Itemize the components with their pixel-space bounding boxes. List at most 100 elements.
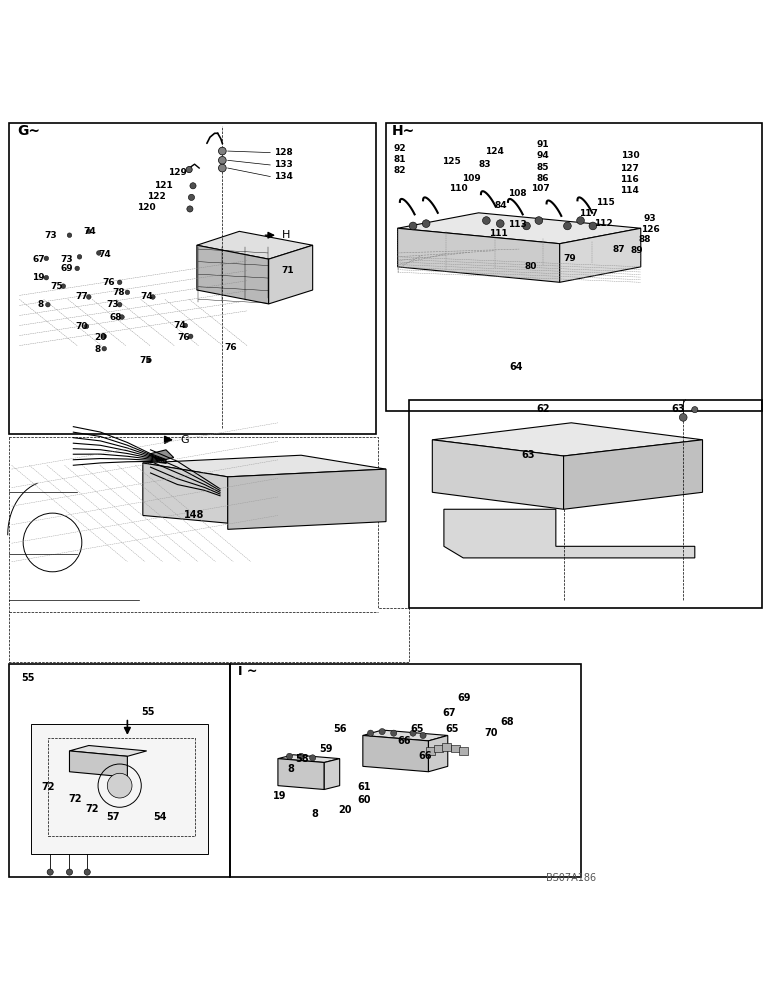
Text: 94: 94 [537, 151, 550, 160]
Circle shape [218, 164, 226, 172]
Text: 85: 85 [537, 163, 549, 172]
Text: 82: 82 [394, 166, 406, 175]
Circle shape [44, 256, 49, 261]
Circle shape [391, 730, 397, 736]
Text: 67: 67 [32, 255, 45, 264]
Text: 71: 71 [282, 266, 294, 275]
Text: H: H [282, 230, 290, 240]
Polygon shape [269, 245, 313, 304]
Circle shape [496, 220, 504, 227]
Text: 80: 80 [525, 262, 537, 271]
Polygon shape [451, 745, 460, 752]
Circle shape [310, 755, 316, 761]
Text: 66: 66 [398, 736, 411, 746]
Text: 68: 68 [500, 717, 514, 727]
Text: 74: 74 [99, 250, 112, 259]
Text: 114: 114 [620, 186, 638, 195]
Circle shape [102, 346, 107, 351]
Text: 54: 54 [153, 812, 166, 822]
Polygon shape [564, 440, 703, 509]
Text: 84: 84 [494, 201, 506, 210]
Text: 133: 133 [274, 160, 293, 169]
Polygon shape [31, 724, 208, 854]
Circle shape [535, 217, 543, 224]
Polygon shape [151, 450, 174, 461]
Text: 109: 109 [462, 174, 480, 183]
Polygon shape [197, 231, 313, 259]
Circle shape [186, 166, 192, 173]
Text: 75: 75 [139, 356, 151, 365]
Circle shape [96, 251, 101, 255]
Circle shape [410, 730, 416, 736]
Text: 20: 20 [94, 333, 107, 342]
Polygon shape [69, 745, 147, 756]
Text: 73: 73 [107, 300, 119, 309]
Text: 73: 73 [60, 255, 73, 264]
Text: 56: 56 [334, 724, 347, 734]
Text: 108: 108 [508, 189, 527, 198]
Text: 68: 68 [110, 313, 122, 322]
Text: 64: 64 [510, 362, 523, 372]
Circle shape [44, 275, 49, 280]
Circle shape [117, 280, 122, 285]
Circle shape [298, 753, 304, 759]
Circle shape [84, 869, 90, 875]
Text: 110: 110 [449, 184, 468, 193]
Circle shape [67, 233, 72, 238]
Text: 111: 111 [489, 229, 507, 238]
Text: 126: 126 [641, 225, 659, 234]
Text: 69: 69 [458, 693, 471, 703]
Text: 78: 78 [112, 288, 124, 297]
Text: 91: 91 [537, 140, 549, 149]
Text: 129: 129 [168, 168, 187, 177]
Text: 107: 107 [531, 184, 550, 193]
Polygon shape [278, 755, 340, 762]
Polygon shape [428, 735, 448, 772]
Text: G~: G~ [17, 124, 40, 138]
Circle shape [409, 222, 417, 230]
Polygon shape [398, 228, 560, 282]
Polygon shape [444, 509, 695, 558]
Text: 72: 72 [85, 804, 98, 814]
Polygon shape [398, 213, 641, 244]
Circle shape [679, 414, 687, 421]
Polygon shape [426, 747, 435, 755]
Text: 67: 67 [442, 708, 455, 718]
Circle shape [125, 290, 130, 295]
Text: 62: 62 [537, 404, 550, 414]
Text: 19: 19 [273, 791, 286, 801]
Text: 55: 55 [22, 673, 35, 683]
Text: 57: 57 [107, 812, 120, 822]
Text: 77: 77 [76, 292, 89, 301]
Text: 72: 72 [41, 782, 54, 792]
Text: 128: 128 [274, 148, 293, 157]
Circle shape [482, 217, 490, 224]
Circle shape [577, 217, 584, 224]
Circle shape [147, 358, 151, 363]
Circle shape [422, 220, 430, 227]
Text: 93: 93 [643, 214, 655, 223]
Text: 55: 55 [141, 707, 154, 717]
Circle shape [188, 334, 193, 339]
Text: 117: 117 [579, 209, 598, 218]
Text: 92: 92 [394, 144, 406, 153]
Text: 60: 60 [357, 795, 371, 805]
Polygon shape [197, 245, 269, 304]
Text: 115: 115 [596, 198, 615, 207]
Circle shape [84, 324, 89, 329]
Polygon shape [432, 440, 564, 509]
Polygon shape [432, 423, 703, 456]
Circle shape [367, 730, 374, 736]
Text: 120: 120 [137, 203, 156, 212]
Text: 76: 76 [178, 333, 190, 342]
Text: BS07A186: BS07A186 [546, 873, 596, 883]
Circle shape [151, 295, 155, 299]
Polygon shape [363, 735, 428, 772]
Text: 124: 124 [485, 147, 503, 156]
Polygon shape [442, 743, 451, 751]
Text: H~: H~ [392, 124, 415, 138]
Text: 112: 112 [594, 219, 613, 228]
Text: 8: 8 [311, 809, 318, 819]
Circle shape [77, 255, 82, 259]
Circle shape [190, 183, 196, 189]
